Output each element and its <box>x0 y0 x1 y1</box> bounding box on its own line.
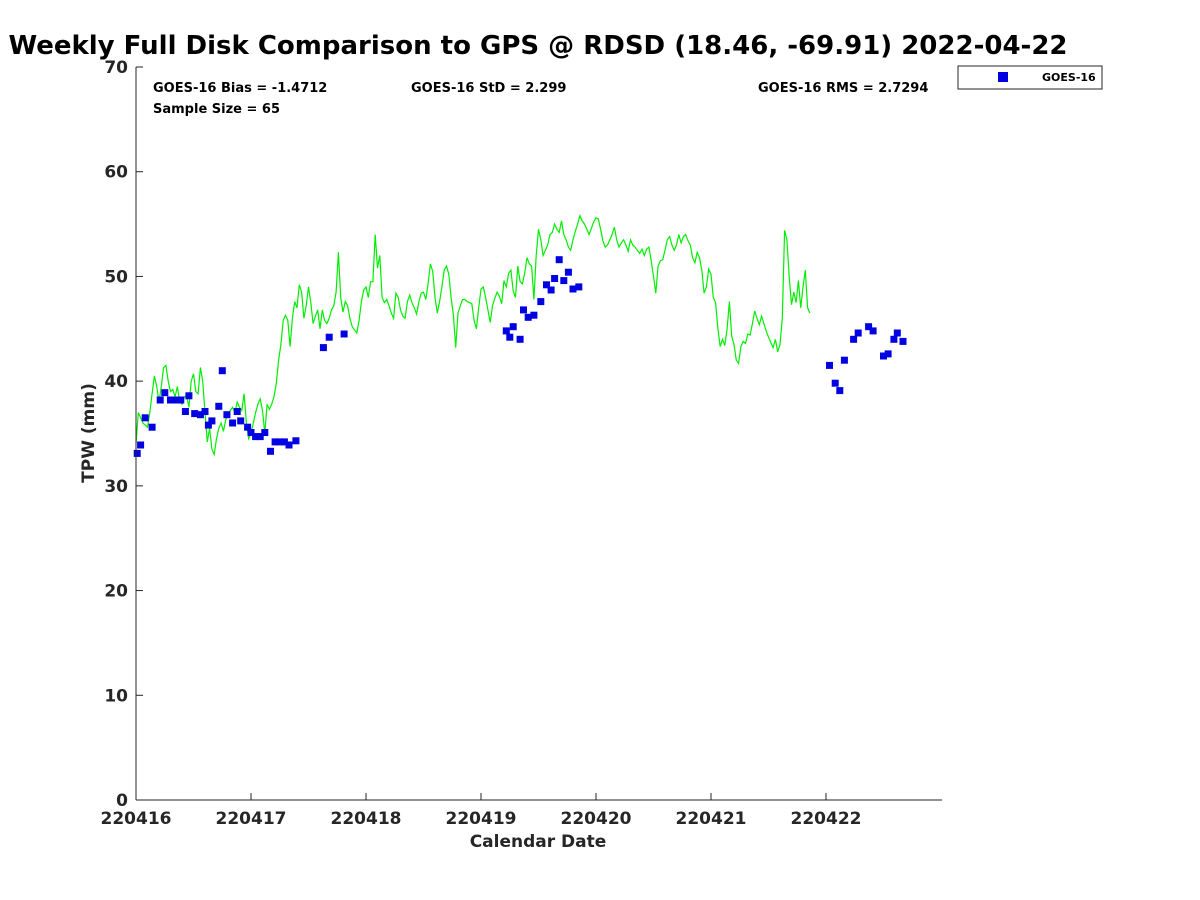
legend: GOES-16 <box>957 65 1103 90</box>
goes16-marker <box>880 352 887 360</box>
goes16-marker <box>340 330 348 338</box>
x-tick-label: 220418 <box>331 809 402 829</box>
y-tick-label: 30 <box>104 477 128 497</box>
goes16-marker <box>208 417 216 425</box>
goes16-marker <box>215 402 223 410</box>
x-tick-label: 220422 <box>791 809 862 829</box>
legend-marker-goes16 <box>998 72 1008 82</box>
x-axis-label: Calendar Date <box>470 832 607 852</box>
goes16-marker <box>524 313 532 321</box>
goes16-marker <box>256 433 264 441</box>
goes16-marker <box>850 335 858 343</box>
goes16-marker-layer <box>133 256 907 457</box>
y-tick-label: 70 <box>104 58 128 78</box>
goes16-marker <box>537 298 545 306</box>
y-axis-label: TPW (mm) <box>79 383 99 483</box>
gps-tpw-line <box>135 213 811 457</box>
goes16-marker <box>261 429 269 436</box>
goes16-marker <box>530 311 538 319</box>
goes16-marker <box>836 387 844 395</box>
goes16-marker <box>271 438 279 446</box>
goes16-marker <box>555 256 563 264</box>
goes16-marker <box>551 275 559 282</box>
goes16-marker <box>854 329 862 337</box>
goes16-marker <box>156 396 164 404</box>
goes16-marker <box>204 421 212 429</box>
goes16-marker <box>319 344 327 352</box>
goes16-marker <box>185 392 193 400</box>
plot-area <box>136 67 942 800</box>
goes16-marker <box>543 281 550 289</box>
goes16-marker <box>161 389 169 397</box>
goes16-marker <box>869 327 877 335</box>
goes16-marker <box>826 361 833 369</box>
goes16-marker <box>575 283 583 291</box>
goes16-marker <box>831 379 839 387</box>
y-tick-label: 20 <box>104 582 128 602</box>
goes16-marker <box>899 337 907 345</box>
y-tick-label: 10 <box>104 686 128 706</box>
goes16-marker <box>244 423 252 431</box>
goes16-marker <box>172 396 180 404</box>
x-tick-label: 220416 <box>101 809 172 829</box>
goes16-marker <box>893 329 901 337</box>
goes16-marker <box>133 449 141 457</box>
goes16-marker <box>196 411 204 419</box>
goes16-marker <box>141 414 149 422</box>
goes16-marker <box>233 408 241 415</box>
goes16-marker <box>560 277 568 285</box>
gps-line-layer <box>135 213 811 457</box>
goes16-marker <box>237 417 245 425</box>
y-tick-label: 0 <box>116 791 128 811</box>
legend-label-goes16: GOES-16 <box>1042 71 1096 84</box>
goes16-marker <box>177 396 185 404</box>
goes16-marker <box>191 410 199 418</box>
tick-layer: 0 10 20 30 40 50 60 70 220416 220417 220418 220419 2… <box>101 58 862 829</box>
goes16-marker <box>247 429 255 436</box>
goes16-marker <box>516 335 524 343</box>
goes16-marker <box>276 438 284 446</box>
goes16-marker <box>509 323 517 331</box>
goes16-marker <box>285 441 293 449</box>
goes16-marker <box>884 350 892 358</box>
goes16-marker <box>890 335 898 343</box>
y-tick-label: 50 <box>104 267 128 287</box>
goes16-marker <box>252 433 260 441</box>
goes16-marker <box>167 396 174 404</box>
x-tick-label: 220417 <box>216 809 287 829</box>
y-tick-label: 60 <box>104 163 128 183</box>
goes16-marker <box>280 438 288 446</box>
goes16-marker <box>506 333 514 341</box>
x-tick-label: 220420 <box>561 809 632 829</box>
goes16-marker <box>181 408 189 415</box>
goes16-marker <box>223 411 231 419</box>
legend-box <box>957 65 1103 90</box>
goes16-marker <box>267 447 274 455</box>
goes16-marker <box>292 437 300 445</box>
goes16-marker <box>865 323 873 331</box>
goes16-marker <box>840 356 848 364</box>
goes16-marker <box>137 441 145 449</box>
x-tick-label: 220421 <box>676 809 747 829</box>
goes16-marker <box>218 367 226 375</box>
goes16-marker <box>520 306 527 314</box>
y-tick-label: 40 <box>104 372 128 392</box>
goes16-marker <box>229 419 237 427</box>
stat-sample-size: Sample Size = 65 <box>153 102 280 117</box>
x-tick-label: 220419 <box>446 809 517 829</box>
stat-rms: GOES-16 RMS = 2.7294 <box>758 81 928 96</box>
goes16-marker <box>502 327 510 335</box>
goes16-marker <box>325 333 333 341</box>
stat-bias: GOES-16 Bias = -1.4712 <box>153 81 327 96</box>
goes16-marker <box>201 408 209 415</box>
goes16-marker <box>564 268 572 276</box>
goes16-marker <box>148 423 156 431</box>
chart-title: Weekly Full Disk Comparison to GPS @ RDS… <box>8 31 1067 61</box>
stat-std: GOES-16 StD = 2.299 <box>411 81 566 96</box>
goes16-marker <box>547 286 555 294</box>
goes16-marker <box>569 285 577 293</box>
